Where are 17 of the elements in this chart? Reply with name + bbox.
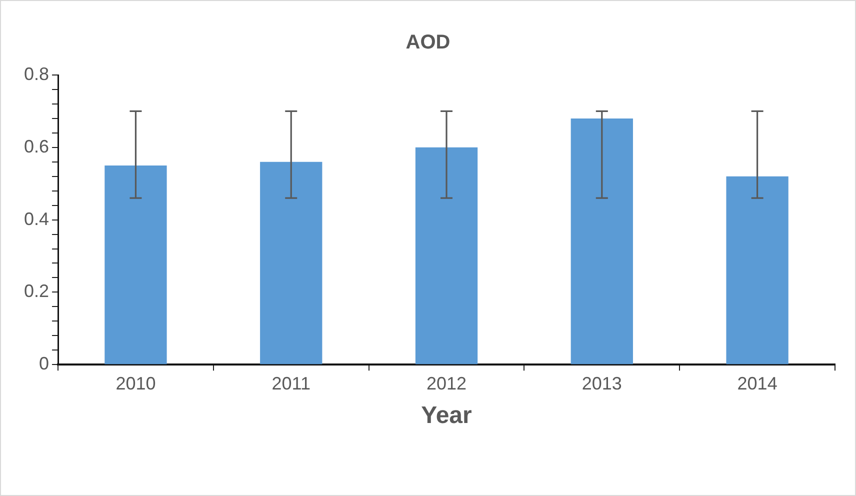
y-tick-label: 0.2: [24, 281, 50, 302]
y-tick-label: 0.8: [24, 64, 50, 84]
bar: [104, 166, 167, 364]
y-tick-label: 0.4: [24, 208, 50, 229]
bar: [570, 118, 633, 364]
x-tick-label: 2013: [582, 373, 622, 394]
x-axis-title: Year: [421, 402, 472, 430]
x-tick-label: 2014: [737, 373, 778, 394]
chart-title: AOD: [406, 32, 450, 54]
bar: [260, 162, 322, 364]
y-tick-label: 0: [39, 354, 50, 374]
y-tick-label: 0.6: [24, 136, 50, 156]
x-tick-label: 2011: [272, 373, 310, 394]
x-tick-label: 2012: [426, 373, 467, 394]
x-tick-label: 2010: [116, 373, 156, 394]
bar: [415, 147, 478, 364]
bar: [726, 176, 788, 364]
